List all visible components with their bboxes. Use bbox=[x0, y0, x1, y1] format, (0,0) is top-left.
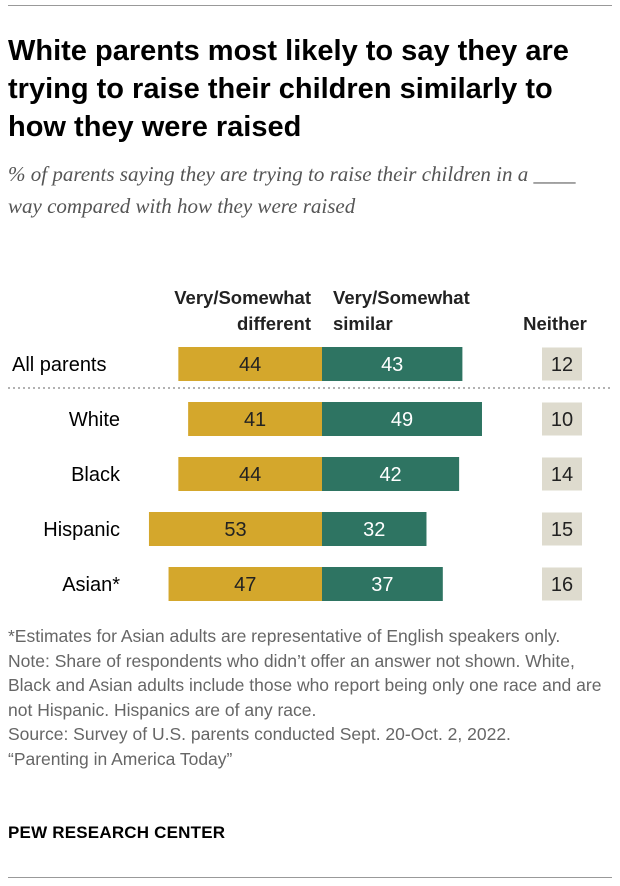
value-neither-white: 10 bbox=[551, 409, 573, 431]
category-label-black: Black bbox=[71, 464, 121, 486]
value-different-black: 44 bbox=[239, 464, 261, 486]
header-neither: Neither bbox=[523, 313, 587, 334]
value-similar-all-parents: 43 bbox=[381, 354, 403, 376]
header-similar-line2: similar bbox=[333, 313, 393, 334]
bar-different-hispanic bbox=[148, 512, 322, 546]
neither-box-all-parents bbox=[542, 347, 582, 381]
column-headers: Very/Somewhat different Very/Somewhat si… bbox=[174, 287, 587, 334]
category-label-asian: Asian* bbox=[62, 574, 120, 596]
chart-title: White parents most likely to say they ar… bbox=[8, 35, 569, 143]
bar-different-asian bbox=[168, 567, 322, 601]
value-neither-hispanic: 15 bbox=[551, 519, 573, 541]
value-similar-black: 42 bbox=[379, 464, 401, 486]
category-label-hispanic: Hispanic bbox=[43, 519, 120, 541]
footnote-report: “Parenting in America Today” bbox=[8, 748, 233, 769]
neither-box-white bbox=[542, 402, 582, 436]
footnote-source: Source: Survey of U.S. parents conducted… bbox=[8, 724, 511, 745]
bar-similar-hispanic bbox=[322, 512, 427, 546]
chart-subtitle: % of parents saying they are trying to r… bbox=[8, 162, 576, 218]
neither-box-black bbox=[542, 457, 582, 491]
value-neither-asian: 16 bbox=[551, 574, 573, 596]
value-similar-hispanic: 32 bbox=[363, 519, 385, 541]
category-label-white: White bbox=[69, 409, 120, 431]
bar-similar-black bbox=[322, 457, 460, 491]
neither-box-asian bbox=[542, 567, 582, 601]
value-different-asian: 47 bbox=[234, 574, 256, 596]
header-similar-line1: Very/Somewhat bbox=[333, 287, 470, 308]
chart-rows: All parents 44 43 12 White 41 49 10 Black 44 42 14 H… bbox=[12, 347, 582, 601]
value-similar-white: 49 bbox=[391, 409, 413, 431]
neither-box-hispanic bbox=[542, 512, 582, 546]
footnote-asian: *Estimates for Asian adults are represen… bbox=[8, 626, 561, 646]
bar-similar-white bbox=[322, 402, 482, 436]
value-different-white: 41 bbox=[244, 409, 266, 431]
category-label-all-parents: All parents bbox=[12, 354, 107, 376]
bar-similar-all-parents bbox=[322, 347, 463, 381]
header-different-line1: Very/Somewhat bbox=[174, 287, 311, 308]
value-different-all-parents: 44 bbox=[239, 354, 261, 376]
bottom-rule bbox=[8, 877, 612, 878]
bar-different-all-parents bbox=[178, 347, 322, 381]
bar-different-black bbox=[178, 457, 322, 491]
value-neither-black: 14 bbox=[551, 464, 573, 486]
value-neither-all-parents: 12 bbox=[551, 354, 573, 376]
header-different-line2: different bbox=[237, 313, 311, 334]
bar-different-white bbox=[188, 402, 322, 436]
footnotes: *Estimates for Asian adults are represen… bbox=[8, 624, 613, 772]
brand-logo-text: PEW RESEARCH CENTER bbox=[8, 823, 226, 842]
top-rule bbox=[8, 5, 612, 6]
diverging-bar-chart: Very/Somewhat different Very/Somewhat si… bbox=[8, 287, 612, 601]
value-different-hispanic: 53 bbox=[224, 519, 246, 541]
footnote-note: Note: Share of respondents who didn’t of… bbox=[8, 650, 602, 720]
value-similar-asian: 37 bbox=[371, 574, 393, 596]
bar-similar-asian bbox=[322, 567, 443, 601]
